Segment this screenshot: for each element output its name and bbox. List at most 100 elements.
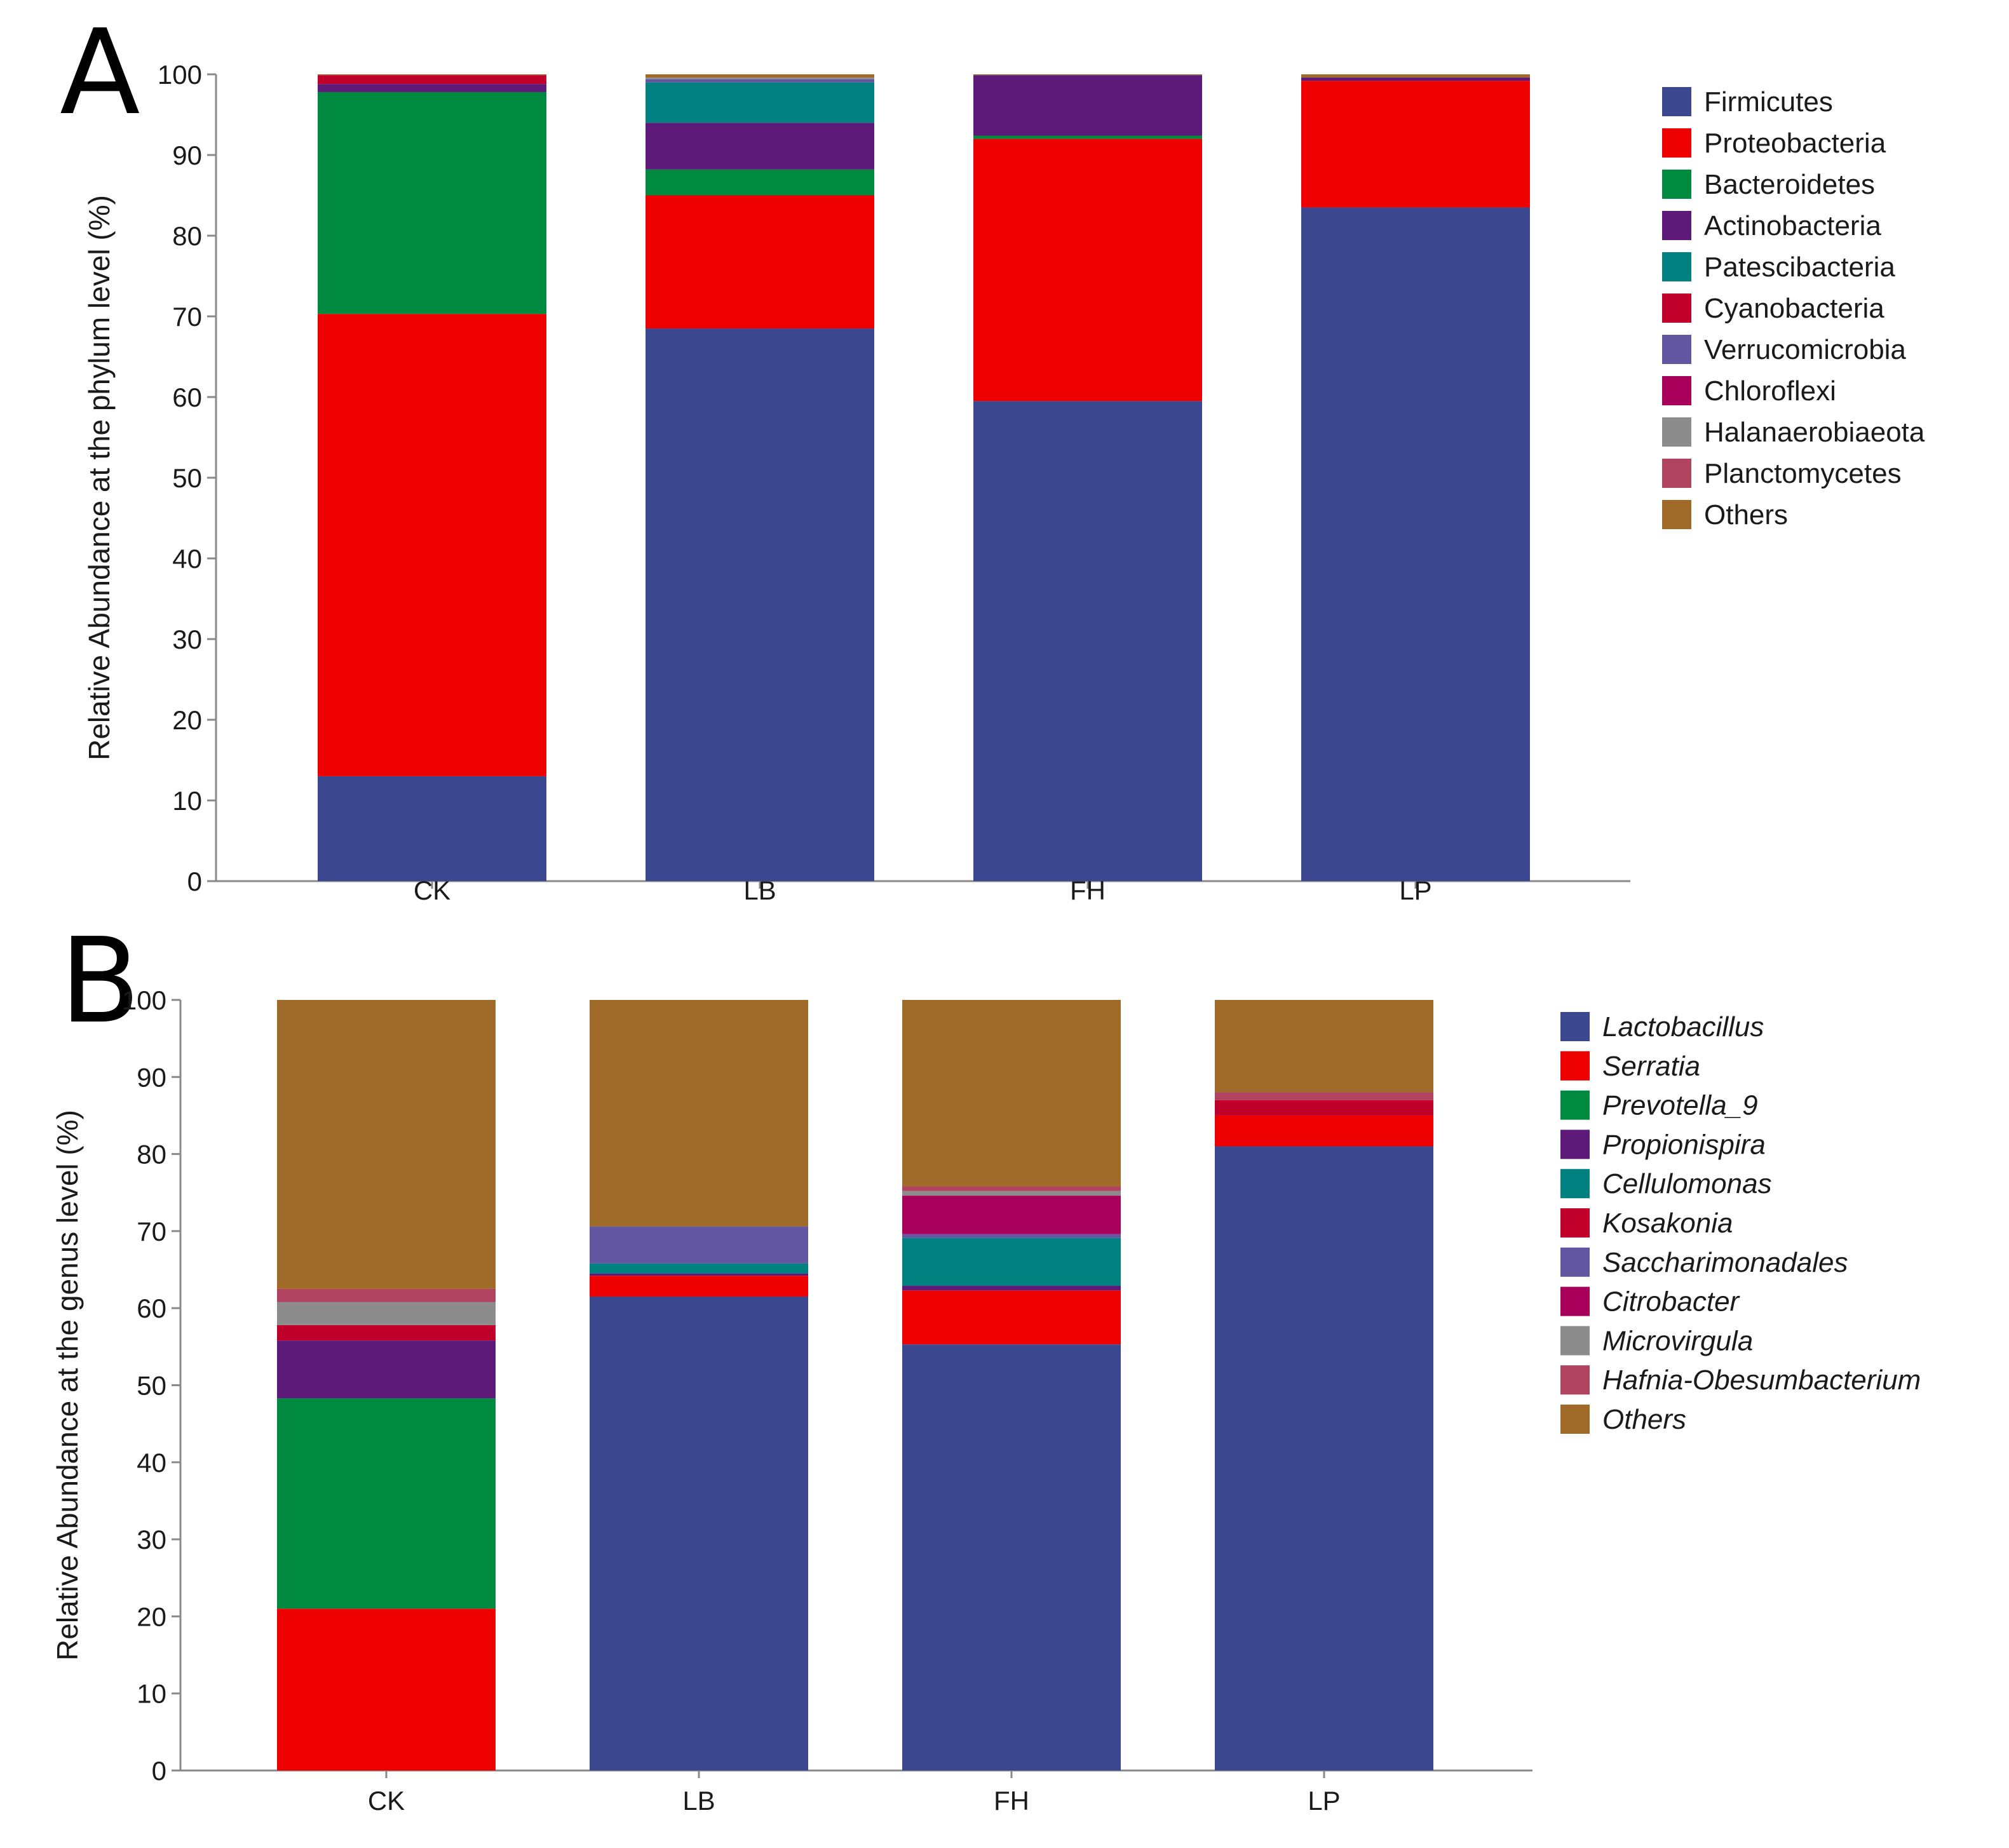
bar-b-ck-kosakonia <box>277 1325 496 1341</box>
chart-a-plot: 0 10 20 30 40 50 60 70 80 90 100 Relative Abundance… <box>83 60 1630 905</box>
y-tick-label: 100 <box>122 985 166 1015</box>
legend-label: Hafnia-Obesumbacterium <box>1602 1365 1921 1396</box>
legend-label: Others <box>1602 1404 1686 1435</box>
legend-swatch <box>1662 417 1691 447</box>
y-tick-label: 90 <box>172 140 202 170</box>
legend-swatch <box>1662 459 1691 488</box>
bar-b-fh-propionispira <box>902 1286 1121 1291</box>
legend-swatch <box>1560 1012 1590 1041</box>
y-tick-label: 20 <box>172 705 202 735</box>
bar-a-ck-proteobacteria <box>318 314 546 776</box>
bar-b-fh-hafnia-obesumbacterium <box>902 1186 1121 1191</box>
bar-a-fh-bacteroidetes <box>973 135 1202 139</box>
bar-b-lb-serratia <box>590 1276 808 1297</box>
chart-panel-a: A 0 10 20 30 40 50 60 70 80 90 100 Relative Abundan… <box>0 0 2009 915</box>
y-tick-label: 0 <box>152 1756 166 1786</box>
x-tick-label-fh: FH <box>1070 875 1106 905</box>
legend-swatch <box>1560 1247 1590 1277</box>
y-tick-label: 30 <box>137 1525 166 1555</box>
legend-label: Firmicutes <box>1704 86 1833 118</box>
y-tick-label: 10 <box>137 1679 166 1709</box>
y-tick-label: 60 <box>172 382 202 412</box>
bar-b-lp-others <box>1215 1000 1433 1093</box>
x-tick-label-lb: LB <box>682 1786 715 1816</box>
chart-a-legend: Firmicutes Proteobacteria Bacteroidetes Act… <box>1662 86 1925 530</box>
chart-b-legend: Lactobacillus Serratia Prevotella_9 Propion… <box>1560 1011 1921 1435</box>
bar-b-ck-microvirgula <box>277 1302 496 1325</box>
bar-b-lp-lactobacillus <box>1215 1146 1433 1770</box>
x-tick-label-lp: LP <box>1308 1786 1340 1816</box>
legend-label: Cyanobacteria <box>1704 293 1884 324</box>
bar-a-lb-verrucomicrobia <box>646 79 874 83</box>
y-tick-label: 60 <box>137 1293 166 1323</box>
legend-label: Microvirgula <box>1602 1325 1753 1356</box>
legend-swatch <box>1662 252 1691 281</box>
legend-label: Verrucomicrobia <box>1704 334 1906 365</box>
bar-b-ck-prevotella-9 <box>277 1398 496 1609</box>
chart-a-svg: A 0 10 20 30 40 50 60 70 80 90 100 Relative Abundan… <box>60 4 1925 905</box>
bar-a-fh-proteobacteria <box>973 138 1202 401</box>
y-tick-label: 70 <box>172 302 202 332</box>
bar-a-lp-others <box>1301 74 1530 78</box>
y-tick-label: 40 <box>137 1448 166 1478</box>
bar-b-lp-kosakonia <box>1215 1100 1433 1116</box>
bar-a-ck-cyanobacteria <box>318 75 546 84</box>
legend-label: Others <box>1704 499 1788 530</box>
legend-label: Proteobacteria <box>1704 128 1886 159</box>
bar-a-lb-others <box>646 74 874 78</box>
bar-a-ck-firmicutes <box>318 776 546 881</box>
y-tick-label: 100 <box>158 60 202 90</box>
bar-a-lp-proteobacteria <box>1301 81 1530 208</box>
bar-b-lb-propionispira <box>590 1273 808 1276</box>
y-tick-label: 40 <box>172 544 202 574</box>
bar-b-ck-serratia <box>277 1609 496 1770</box>
bar-b-fh-lactobacillus <box>902 1344 1121 1770</box>
legend-swatch <box>1662 376 1691 405</box>
legend-swatch <box>1560 1051 1590 1081</box>
y-tick-label: 70 <box>137 1217 166 1246</box>
legend-swatch <box>1662 87 1691 116</box>
bar-a-fh-actinobacteria <box>973 75 1202 136</box>
legend-swatch <box>1662 170 1691 199</box>
bar-a-lp-actinobacteria <box>1301 78 1530 81</box>
bar-b-fh-serratia <box>902 1290 1121 1345</box>
bar-b-fh-saccharimonadales <box>902 1234 1121 1238</box>
y-tick-label: 50 <box>172 463 202 493</box>
bar-a-fh-firmicutes <box>973 401 1202 881</box>
x-tick-label-ck: CK <box>368 1786 405 1816</box>
legend-label: Halanaerobiaeota <box>1704 417 1925 448</box>
y-tick-label: 80 <box>137 1140 166 1170</box>
x-tick-label-fh: FH <box>994 1786 1029 1816</box>
legend-label: Saccharimonadales <box>1602 1247 1848 1278</box>
x-tick-label-ck: CK <box>414 875 450 905</box>
legend-label: Propionispira <box>1602 1129 1766 1160</box>
y-tick-label: 80 <box>172 221 202 251</box>
legend-label: Chloroflexi <box>1704 375 1836 407</box>
legend-label: Kosakonia <box>1602 1208 1733 1239</box>
bar-b-fh-others <box>902 1000 1121 1187</box>
bar-b-lb-saccharimonadales <box>590 1226 808 1264</box>
legend-swatch <box>1560 1208 1590 1238</box>
legend-swatch <box>1662 211 1691 240</box>
bar-a-lb-halanaerobiaeota <box>646 78 874 79</box>
legend-label: Bacteroidetes <box>1704 169 1875 200</box>
y-tick-label: 20 <box>137 1602 166 1631</box>
chart-b-svg: B 0 10 20 30 40 50 60 70 80 90 100 Relative Abundan… <box>51 915 1921 1816</box>
panel-label-a: A <box>60 4 140 141</box>
bar-b-lp-hafnia-obesumbacterium <box>1215 1092 1433 1100</box>
x-tick-label-lp: LP <box>1399 875 1431 905</box>
bar-a-lp-firmicutes <box>1301 207 1530 881</box>
y-tick-label: 30 <box>172 624 202 654</box>
legend-swatch <box>1560 1169 1590 1199</box>
legend-label: Actinobacteria <box>1704 210 1881 241</box>
legend-label: Prevotella_9 <box>1602 1090 1758 1121</box>
bar-a-ck-others <box>318 74 546 76</box>
bar-b-fh-citrobacter <box>902 1196 1121 1234</box>
legend-swatch <box>1662 293 1691 323</box>
bar-a-lb-actinobacteria <box>646 123 874 170</box>
bar-b-ck-others <box>277 1000 496 1289</box>
bar-b-ck-hafnia-obesumbacterium <box>277 1288 496 1302</box>
legend-swatch <box>1662 500 1691 529</box>
legend-label: Planctomycetes <box>1704 458 1902 489</box>
chart-b-plot: 0 10 20 30 40 50 60 70 80 90 100 Relative Abundance… <box>51 985 1532 1816</box>
